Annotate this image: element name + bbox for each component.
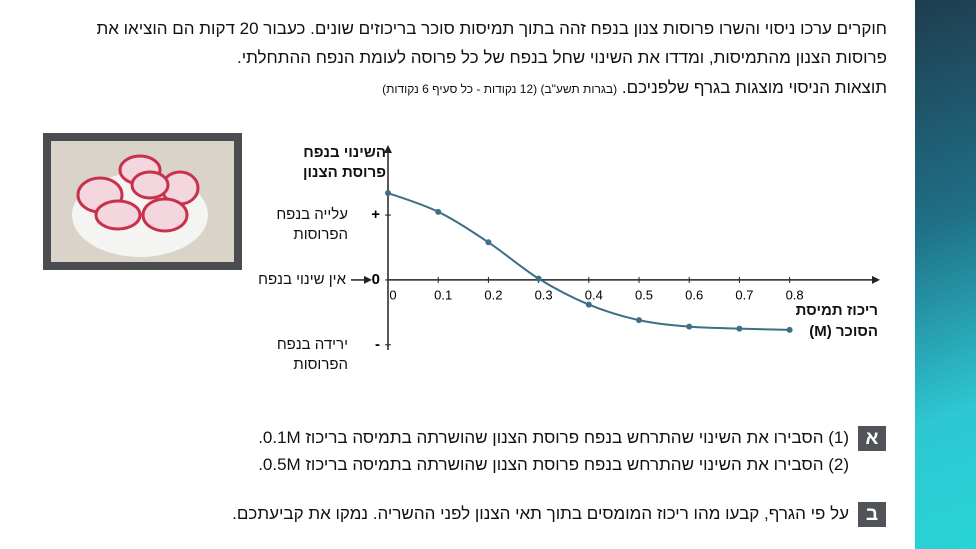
point	[636, 317, 643, 324]
point	[786, 326, 793, 333]
y-tick-description: אין שינוי בנפח	[258, 270, 346, 288]
y-tick-label: 0	[372, 271, 380, 288]
x-axis-title: ריכוז תמיסת הסוכר (M)	[795, 302, 878, 340]
question: על פי הגרף, קבעו מהו ריכוז המומסים בתוך …	[232, 504, 849, 523]
point	[435, 208, 442, 215]
badge: ב	[858, 502, 886, 527]
x-tick-label: 0.4	[585, 287, 603, 302]
curve	[387, 192, 790, 331]
chart: 0 0.1 0.2 0.3 0.4 0.5 0.6 0.7 0.8 +0 -	[351, 145, 880, 353]
y-arrow	[384, 145, 392, 153]
point	[585, 301, 592, 308]
point	[686, 323, 693, 330]
point	[736, 325, 743, 332]
x-tick-label: 0.5	[635, 287, 653, 302]
x-tick-label: 0.3	[535, 287, 553, 302]
x-tick-label: 0.7	[735, 287, 753, 302]
badge: א	[858, 426, 886, 451]
x-tick-label: 0.1	[434, 287, 452, 302]
y-tick-label: -	[375, 336, 380, 353]
radish-slices	[76, 154, 200, 233]
intro-line: תוצאות הניסוי מוצגות בגרף שלפניכם. (בגרו…	[382, 78, 887, 98]
y-tick-description: עלייה בנפח הפרוסות	[276, 206, 348, 244]
point	[485, 239, 492, 246]
y-axis-title: השינוי בנפח פרוסת הצנון	[303, 144, 386, 181]
x-tick-label: 0.2	[484, 287, 502, 302]
source: (בגרות תשע"ב) (12 נקודות - כל סעיף 6 נקו…	[382, 82, 618, 96]
intro-text: תוצאות הניסוי מוצגות בגרף שלפניכם.	[621, 78, 887, 97]
intro-line: חוקרים ערכו ניסוי והשרו פרוסות צנון בנפח…	[96, 19, 887, 38]
x-arrow	[872, 275, 880, 284]
pointer-head	[364, 275, 372, 284]
question: (1) הסבירו את השינוי שהתרחש בנפח פרוסת ה…	[258, 428, 849, 447]
intro-line: פרוסות הצנון מהתמיסות, ומדדו את השינוי ש…	[236, 48, 887, 67]
point	[385, 190, 391, 197]
point	[535, 275, 542, 282]
side-panel	[915, 0, 976, 549]
y-tick-label: +	[371, 206, 380, 223]
x-tick-label: 0.8	[786, 287, 804, 302]
x-tick-label: 0	[389, 287, 396, 302]
y-tick-description: ירידה בנפח הפרוסות	[276, 335, 348, 373]
question: (2) הסבירו את השינוי שהתרחש בנפח פרוסת ה…	[258, 455, 849, 474]
x-tick-label: 0.6	[685, 287, 703, 302]
